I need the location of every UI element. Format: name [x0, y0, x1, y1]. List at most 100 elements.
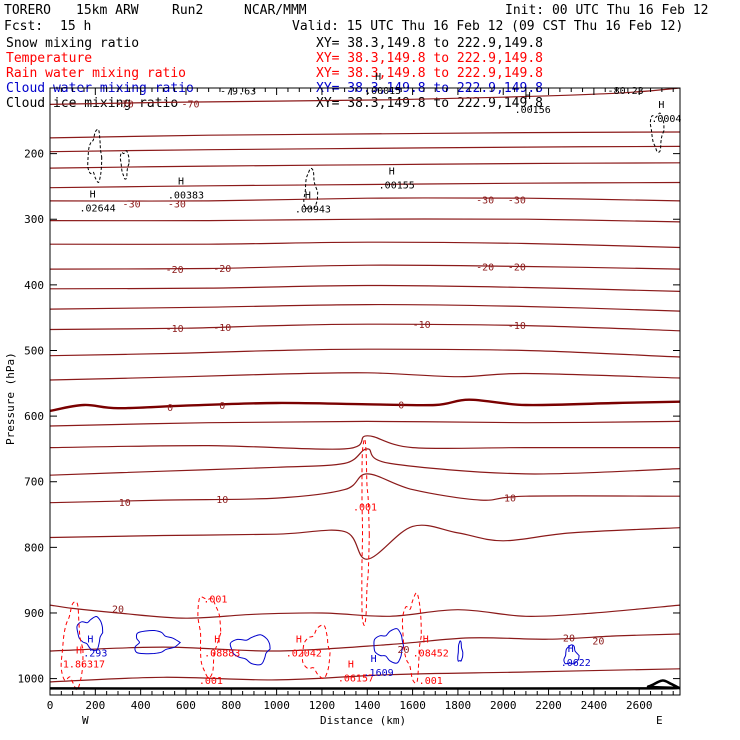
hydrometeor-contour [60, 601, 84, 691]
isotherm-line [50, 604, 680, 619]
isotherm-line [50, 398, 680, 413]
hydrometeor-contour [401, 592, 422, 684]
contour-label: -30 [508, 196, 526, 207]
maximum-value: .08883 [204, 648, 240, 659]
y-tick-label: 1000 [18, 673, 45, 686]
hydrometeor-contour [87, 128, 103, 184]
legend: Snow mixing ratio XY= 38.3,149.8 to 222.… [6, 36, 543, 111]
hydrometeor-contour [134, 629, 182, 655]
maximum-marker: H [178, 176, 184, 187]
contour-label: .001 [353, 503, 377, 514]
contour-label: -30 [123, 199, 141, 210]
hydrometeor-contour [373, 628, 405, 664]
fcst-hours: 15 h [60, 19, 91, 34]
maximum-marker: H [371, 654, 377, 665]
west-label: W [82, 714, 89, 727]
valid-time: Valid: 15 UTC Thu 16 Feb 12 (09 CST Thu … [292, 19, 683, 34]
isotherm-line [50, 372, 680, 381]
legend-name-2: Rain water mixing ratio [6, 66, 186, 81]
contour-label: -80.23 [608, 86, 644, 97]
maximum-value: .00155 [379, 180, 415, 191]
legend-xy-1: XY= 38.3,149.8 to 222.9,149.8 [316, 51, 543, 66]
hydrometeor-contour [76, 615, 104, 651]
contour-label: -10 [413, 320, 431, 331]
maximum-value: .00943 [295, 205, 331, 216]
contour-label: 20 [112, 604, 124, 615]
contour-label: 0 [219, 401, 225, 412]
legend-xy-4: XY= 38.3,149.8 to 222.9,149.8 [316, 96, 543, 111]
y-tick-label: 400 [24, 279, 44, 292]
legend-name-0: Snow mixing ratio [6, 36, 139, 51]
contour-label: -10 [213, 323, 231, 334]
plot-content [50, 88, 680, 691]
hydrometeor-contour [361, 438, 370, 626]
maximum-value: .02042 [286, 648, 322, 659]
isotherm-line [50, 473, 680, 504]
y-tick-label: 600 [24, 410, 44, 423]
east-label: E [656, 714, 663, 727]
maximum-marker: H [658, 100, 664, 111]
plot-frame [49, 87, 681, 696]
isotherm-line [50, 264, 680, 270]
maximum-marker: H [214, 634, 220, 645]
maximum-marker: H [375, 72, 381, 83]
run-label: Run2 [172, 3, 203, 18]
contour-label: 20 [398, 645, 410, 656]
isotherm-line [50, 197, 680, 202]
x-tick-label: 1400 [354, 699, 381, 712]
contour-label: -30 [476, 196, 494, 207]
org-label: NCAR/MMM [244, 3, 307, 18]
hydrometeor-contour [303, 167, 319, 211]
contour-label: -70 [181, 100, 199, 111]
isotherm-line [50, 420, 680, 427]
x-tick-label: 600 [176, 699, 196, 712]
contour-label: -70 [116, 100, 134, 111]
maximum-value: .02644 [80, 203, 116, 214]
contour-label: 20 [563, 633, 575, 644]
maximum-value: .00383 [168, 190, 204, 201]
contour-label: 10 [119, 498, 131, 509]
contour-label: 0 [398, 400, 404, 411]
isotherm-line [50, 524, 680, 560]
plot-area: 0 200 400 600 800 1000 1200 1400 1600 1800 2000 220… [18, 72, 682, 712]
legend-name-1: Temperature [6, 51, 92, 66]
hydrometeor-contour [301, 624, 331, 679]
isotherm-line [50, 323, 680, 332]
maximum-marker: H [348, 659, 354, 670]
x-tick-label: 2600 [626, 699, 653, 712]
isotherm-line [50, 241, 680, 249]
maximum-value: .293 [83, 648, 107, 659]
model-name: TORERO [4, 3, 51, 18]
isotherm-line [50, 668, 680, 683]
contour-label: -20 [166, 265, 184, 276]
contour-label: -20 [508, 262, 526, 273]
x-tick-label: 400 [131, 699, 151, 712]
y-tick-label: 800 [24, 541, 44, 554]
maximum-value: .0004 [651, 114, 681, 125]
contour-label: -20 [476, 262, 494, 273]
maximum-value: .0622 [561, 658, 591, 669]
contour-label: -79.63 [220, 87, 256, 98]
contour-label: 10 [216, 495, 228, 506]
maximum-marker: H [525, 91, 531, 102]
y-tick-label: 200 [24, 148, 44, 161]
x-tick-label: 2200 [535, 699, 562, 712]
x-tick-label: 1200 [309, 699, 336, 712]
x-tick-label: 2400 [581, 699, 608, 712]
hydrometeor-contour [563, 644, 580, 665]
maximum-value: .08452 [413, 648, 449, 659]
isotherm-line [50, 633, 680, 652]
hydrometeor-contour [649, 112, 665, 153]
init-time: Init: 00 UTC Thu 16 Feb 12 [505, 3, 709, 18]
maximum-marker: H [87, 634, 93, 645]
isotherm-line [50, 131, 680, 139]
contour-label: .001 [203, 595, 227, 606]
fcst-label: Fcst: [4, 19, 43, 34]
x-tick-label: 0 [47, 699, 54, 712]
terrain-line [50, 679, 680, 690]
x-axis-title: Distance (km) [320, 714, 406, 727]
y-tick-label: 900 [24, 607, 44, 620]
contour-label: 20 [592, 637, 604, 648]
contour-label: .001 [199, 676, 223, 687]
